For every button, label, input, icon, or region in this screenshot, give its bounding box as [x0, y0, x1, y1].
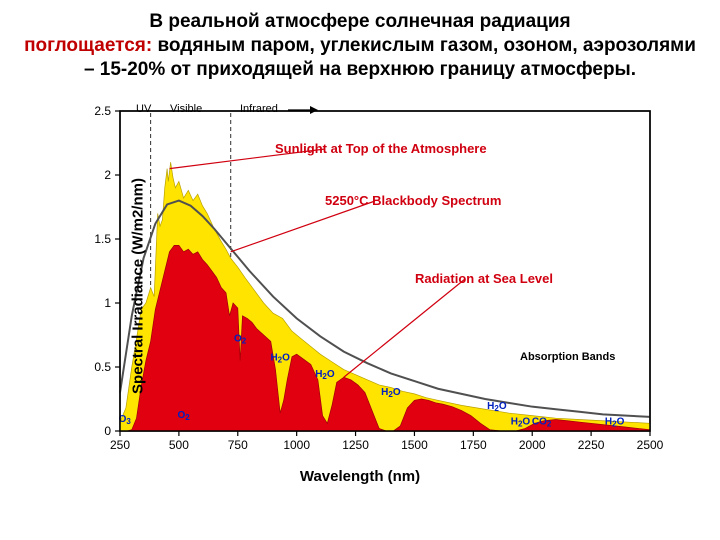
absorption-title: Absorption Bands [520, 351, 615, 363]
svg-text:1250: 1250 [342, 438, 369, 452]
top-atmosphere-label: Sunlight at Top of the Atmosphere [275, 141, 487, 156]
visible-label: Visible [170, 103, 202, 115]
title-part1: В реальной [149, 11, 265, 32]
svg-text:H2O: H2O [487, 401, 507, 413]
svg-text:0: 0 [104, 424, 111, 438]
svg-text:750: 750 [228, 438, 248, 452]
svg-text:1.5: 1.5 [94, 232, 111, 246]
svg-text:1500: 1500 [401, 438, 428, 452]
svg-text:2: 2 [104, 168, 111, 182]
infrared-label: Infrared [240, 103, 278, 115]
svg-text:2250: 2250 [578, 438, 605, 452]
svg-text:500: 500 [169, 438, 189, 452]
x-axis-label: Wavelength (nm) [300, 468, 420, 485]
svg-text:250: 250 [110, 438, 130, 452]
uv-label: UV [136, 103, 151, 115]
svg-text:2500: 2500 [637, 438, 664, 452]
svg-text:2.5: 2.5 [94, 104, 111, 118]
solar-spectrum-chart: 0 0.5 1 1.5 2 2.5 250 500 750 1000 1250 1500 1750 200… [50, 91, 670, 481]
svg-text:1750: 1750 [460, 438, 487, 452]
title-part4: водяным паром, углекислым газом, озоном,… [84, 35, 696, 80]
svg-text:2000: 2000 [519, 438, 546, 452]
page-title: В реальной атмосфере солнечная радиация … [0, 0, 720, 85]
y-axis-label: Spectral Irradiance (W/m2/nm) [129, 178, 146, 394]
svg-text:H2O: H2O [605, 417, 625, 429]
title-part2: атмосфере солнечная радиация [265, 11, 571, 32]
svg-text:1: 1 [104, 296, 111, 310]
title-red: поглощается: [24, 35, 152, 56]
sea-level-label: Radiation at Sea Level [415, 271, 553, 286]
svg-text:1000: 1000 [283, 438, 310, 452]
blackbody-label: 5250°C Blackbody Spectrum [325, 193, 501, 208]
infrared-arrow-icon [288, 105, 318, 115]
svg-text:0.5: 0.5 [94, 360, 111, 374]
